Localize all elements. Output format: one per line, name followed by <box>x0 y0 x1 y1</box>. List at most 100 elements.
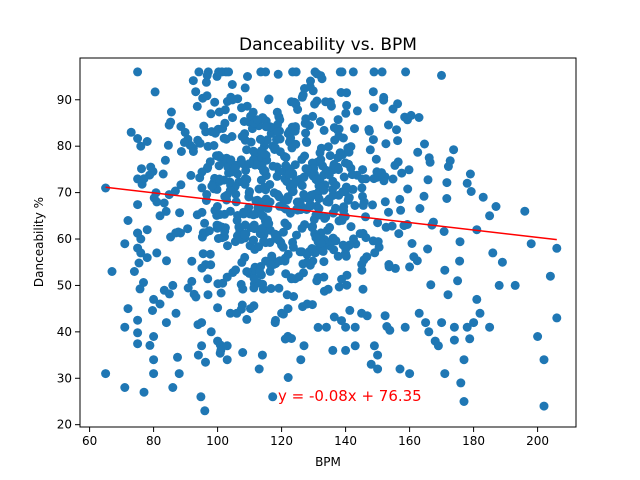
data-point <box>197 318 207 328</box>
data-point <box>213 303 223 313</box>
y-axis-label: Danceability % <box>32 197 46 287</box>
data-point <box>288 242 298 252</box>
data-point <box>342 280 352 290</box>
data-point <box>222 341 232 351</box>
data-point <box>414 308 424 318</box>
data-point <box>162 256 171 266</box>
data-point <box>244 159 254 169</box>
data-point <box>293 105 303 114</box>
data-point <box>242 145 252 155</box>
data-point <box>423 175 433 185</box>
data-point <box>133 315 143 325</box>
data-point <box>292 197 302 207</box>
data-point <box>133 328 143 338</box>
data-point <box>237 132 247 141</box>
data-point <box>160 155 170 165</box>
data-point <box>371 154 381 164</box>
data-point <box>254 242 264 252</box>
data-point <box>228 113 237 123</box>
data-point <box>373 364 383 374</box>
data-point <box>439 227 449 236</box>
data-point <box>275 256 285 266</box>
data-point <box>465 169 475 179</box>
data-point <box>407 239 417 248</box>
data-point <box>311 233 321 243</box>
data-point <box>311 175 321 185</box>
data-point <box>252 115 262 125</box>
data-point <box>319 125 329 135</box>
data-point <box>322 197 332 207</box>
data-point <box>334 282 344 292</box>
data-point <box>194 67 204 77</box>
data-point <box>282 290 292 300</box>
data-point <box>281 204 291 214</box>
data-point <box>315 117 325 126</box>
data-point <box>150 87 160 97</box>
data-point <box>488 248 498 258</box>
data-point <box>437 318 447 328</box>
data-point <box>475 308 485 318</box>
data-point <box>275 134 285 144</box>
data-point <box>264 219 274 229</box>
data-point <box>213 234 223 243</box>
data-point <box>459 397 469 406</box>
data-point <box>329 245 339 255</box>
data-point <box>312 96 322 106</box>
data-point <box>459 355 469 365</box>
data-point <box>368 200 377 210</box>
data-point <box>393 136 403 146</box>
data-point <box>384 262 394 272</box>
data-point <box>227 95 237 105</box>
data-point <box>469 318 479 328</box>
data-point <box>159 198 169 208</box>
data-point <box>201 196 211 205</box>
data-point <box>254 364 264 374</box>
data-point <box>368 135 378 145</box>
x-tick-label: 100 <box>206 434 229 448</box>
data-point <box>291 67 301 77</box>
data-point <box>323 284 333 294</box>
data-point <box>395 364 405 374</box>
data-point <box>344 159 353 169</box>
data-point <box>314 194 324 204</box>
data-point <box>174 369 184 379</box>
data-point <box>401 67 411 77</box>
data-point <box>313 322 323 332</box>
data-point <box>275 147 285 157</box>
data-point <box>344 193 354 203</box>
data-point <box>163 140 173 150</box>
data-point <box>419 191 429 201</box>
data-point <box>312 276 322 286</box>
data-point <box>440 265 450 275</box>
y-tick-label: 70 <box>57 186 72 200</box>
data-point <box>319 185 329 195</box>
data-points <box>101 67 562 416</box>
data-point <box>176 122 186 131</box>
data-point <box>301 114 311 124</box>
data-point <box>198 249 208 259</box>
data-point <box>209 141 219 150</box>
data-point <box>297 181 307 191</box>
data-point <box>388 104 398 114</box>
data-point <box>262 135 272 145</box>
data-point <box>202 91 212 101</box>
data-point <box>237 103 246 113</box>
data-point <box>225 308 235 318</box>
data-point <box>201 77 211 87</box>
data-point <box>265 266 275 276</box>
data-point <box>424 327 434 337</box>
data-point <box>149 369 159 379</box>
data-point <box>380 311 390 321</box>
data-point <box>214 67 224 77</box>
data-point <box>206 260 216 270</box>
data-point <box>133 200 143 210</box>
data-point <box>379 95 389 105</box>
data-point <box>191 292 201 302</box>
data-point <box>520 206 530 216</box>
data-point <box>384 207 393 217</box>
data-point <box>491 202 501 211</box>
data-point <box>369 67 379 77</box>
data-point <box>381 139 391 149</box>
data-point <box>341 244 351 254</box>
data-point <box>283 373 293 382</box>
